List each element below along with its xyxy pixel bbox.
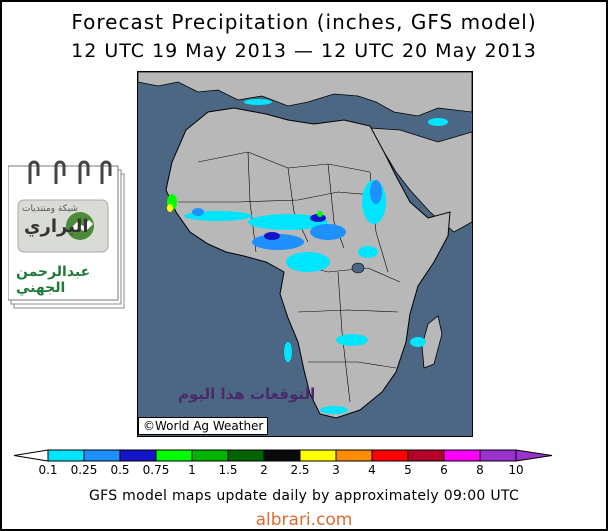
legend-tick-label: 4 xyxy=(368,463,376,477)
legend-tick-label: 0.5 xyxy=(110,463,130,477)
legend-tick-label: 1.5 xyxy=(218,463,238,477)
map-subtitle: 12 UTC 19 May 2013 — 12 UTC 20 May 2013 xyxy=(71,40,537,62)
lake-victoria xyxy=(351,262,365,274)
legend-swatch xyxy=(119,449,157,462)
binder-rings-icon xyxy=(28,160,112,184)
europe-landmass xyxy=(138,72,472,117)
africa-precipitation-map xyxy=(137,71,473,437)
arabia-landmass xyxy=(369,127,472,233)
legend-swatch xyxy=(227,449,265,462)
legend-tick-label: 2 xyxy=(260,463,268,477)
legend-swatch xyxy=(155,449,193,462)
legend-tick-label: 0.75 xyxy=(142,463,170,477)
forum-logo: شبكة ومنتديات البراري عبدالرحمن الجهني xyxy=(7,160,130,310)
legend-swatch xyxy=(335,449,373,462)
map-title: Forecast Precipitation (inches, GFS mode… xyxy=(71,10,537,34)
precip-yellow xyxy=(167,204,173,212)
legend-swatch xyxy=(263,449,301,462)
arabic-overlay-caption: التوقعات هذا اليوم xyxy=(178,385,316,403)
legend-swatch xyxy=(299,449,337,462)
country-borders xyxy=(178,151,401,403)
precip-legend xyxy=(13,449,553,462)
legend-left-tip xyxy=(13,449,49,462)
update-note: GFS model maps update daily by approxima… xyxy=(88,488,520,504)
legend-tick-label: 3 xyxy=(332,463,340,477)
precip-moderate xyxy=(192,180,382,250)
legend-swatch xyxy=(371,449,409,462)
logo-author-name: عبدالرحمن الجهني xyxy=(16,264,91,296)
legend-right-tip xyxy=(515,449,553,462)
logo-forum-name: البراري xyxy=(24,216,89,237)
handshake-icon xyxy=(66,212,94,240)
legend-tick-label: 0.1 xyxy=(38,463,58,477)
legend-swatch xyxy=(191,449,229,462)
map-credit: ©World Ag Weather xyxy=(138,417,269,435)
legend-tick-label: 10 xyxy=(508,463,524,477)
logo-forum-label: شبكة ومنتديات xyxy=(22,204,78,214)
site-watermark: albrari.com xyxy=(255,510,353,530)
legend-tick-label: 1 xyxy=(188,463,196,477)
legend-tick-label: 8 xyxy=(476,463,484,477)
legend-swatch xyxy=(407,449,445,462)
legend-swatch xyxy=(83,449,121,462)
legend-swatch xyxy=(479,449,517,462)
legend-swatch xyxy=(443,449,481,462)
legend-swatch xyxy=(47,449,85,462)
legend-tick-label: 0.25 xyxy=(70,463,98,477)
legend-tick-label: 6 xyxy=(440,463,448,477)
legend-tick-label: 2.5 xyxy=(290,463,310,477)
legend-tick-label: 5 xyxy=(404,463,412,477)
